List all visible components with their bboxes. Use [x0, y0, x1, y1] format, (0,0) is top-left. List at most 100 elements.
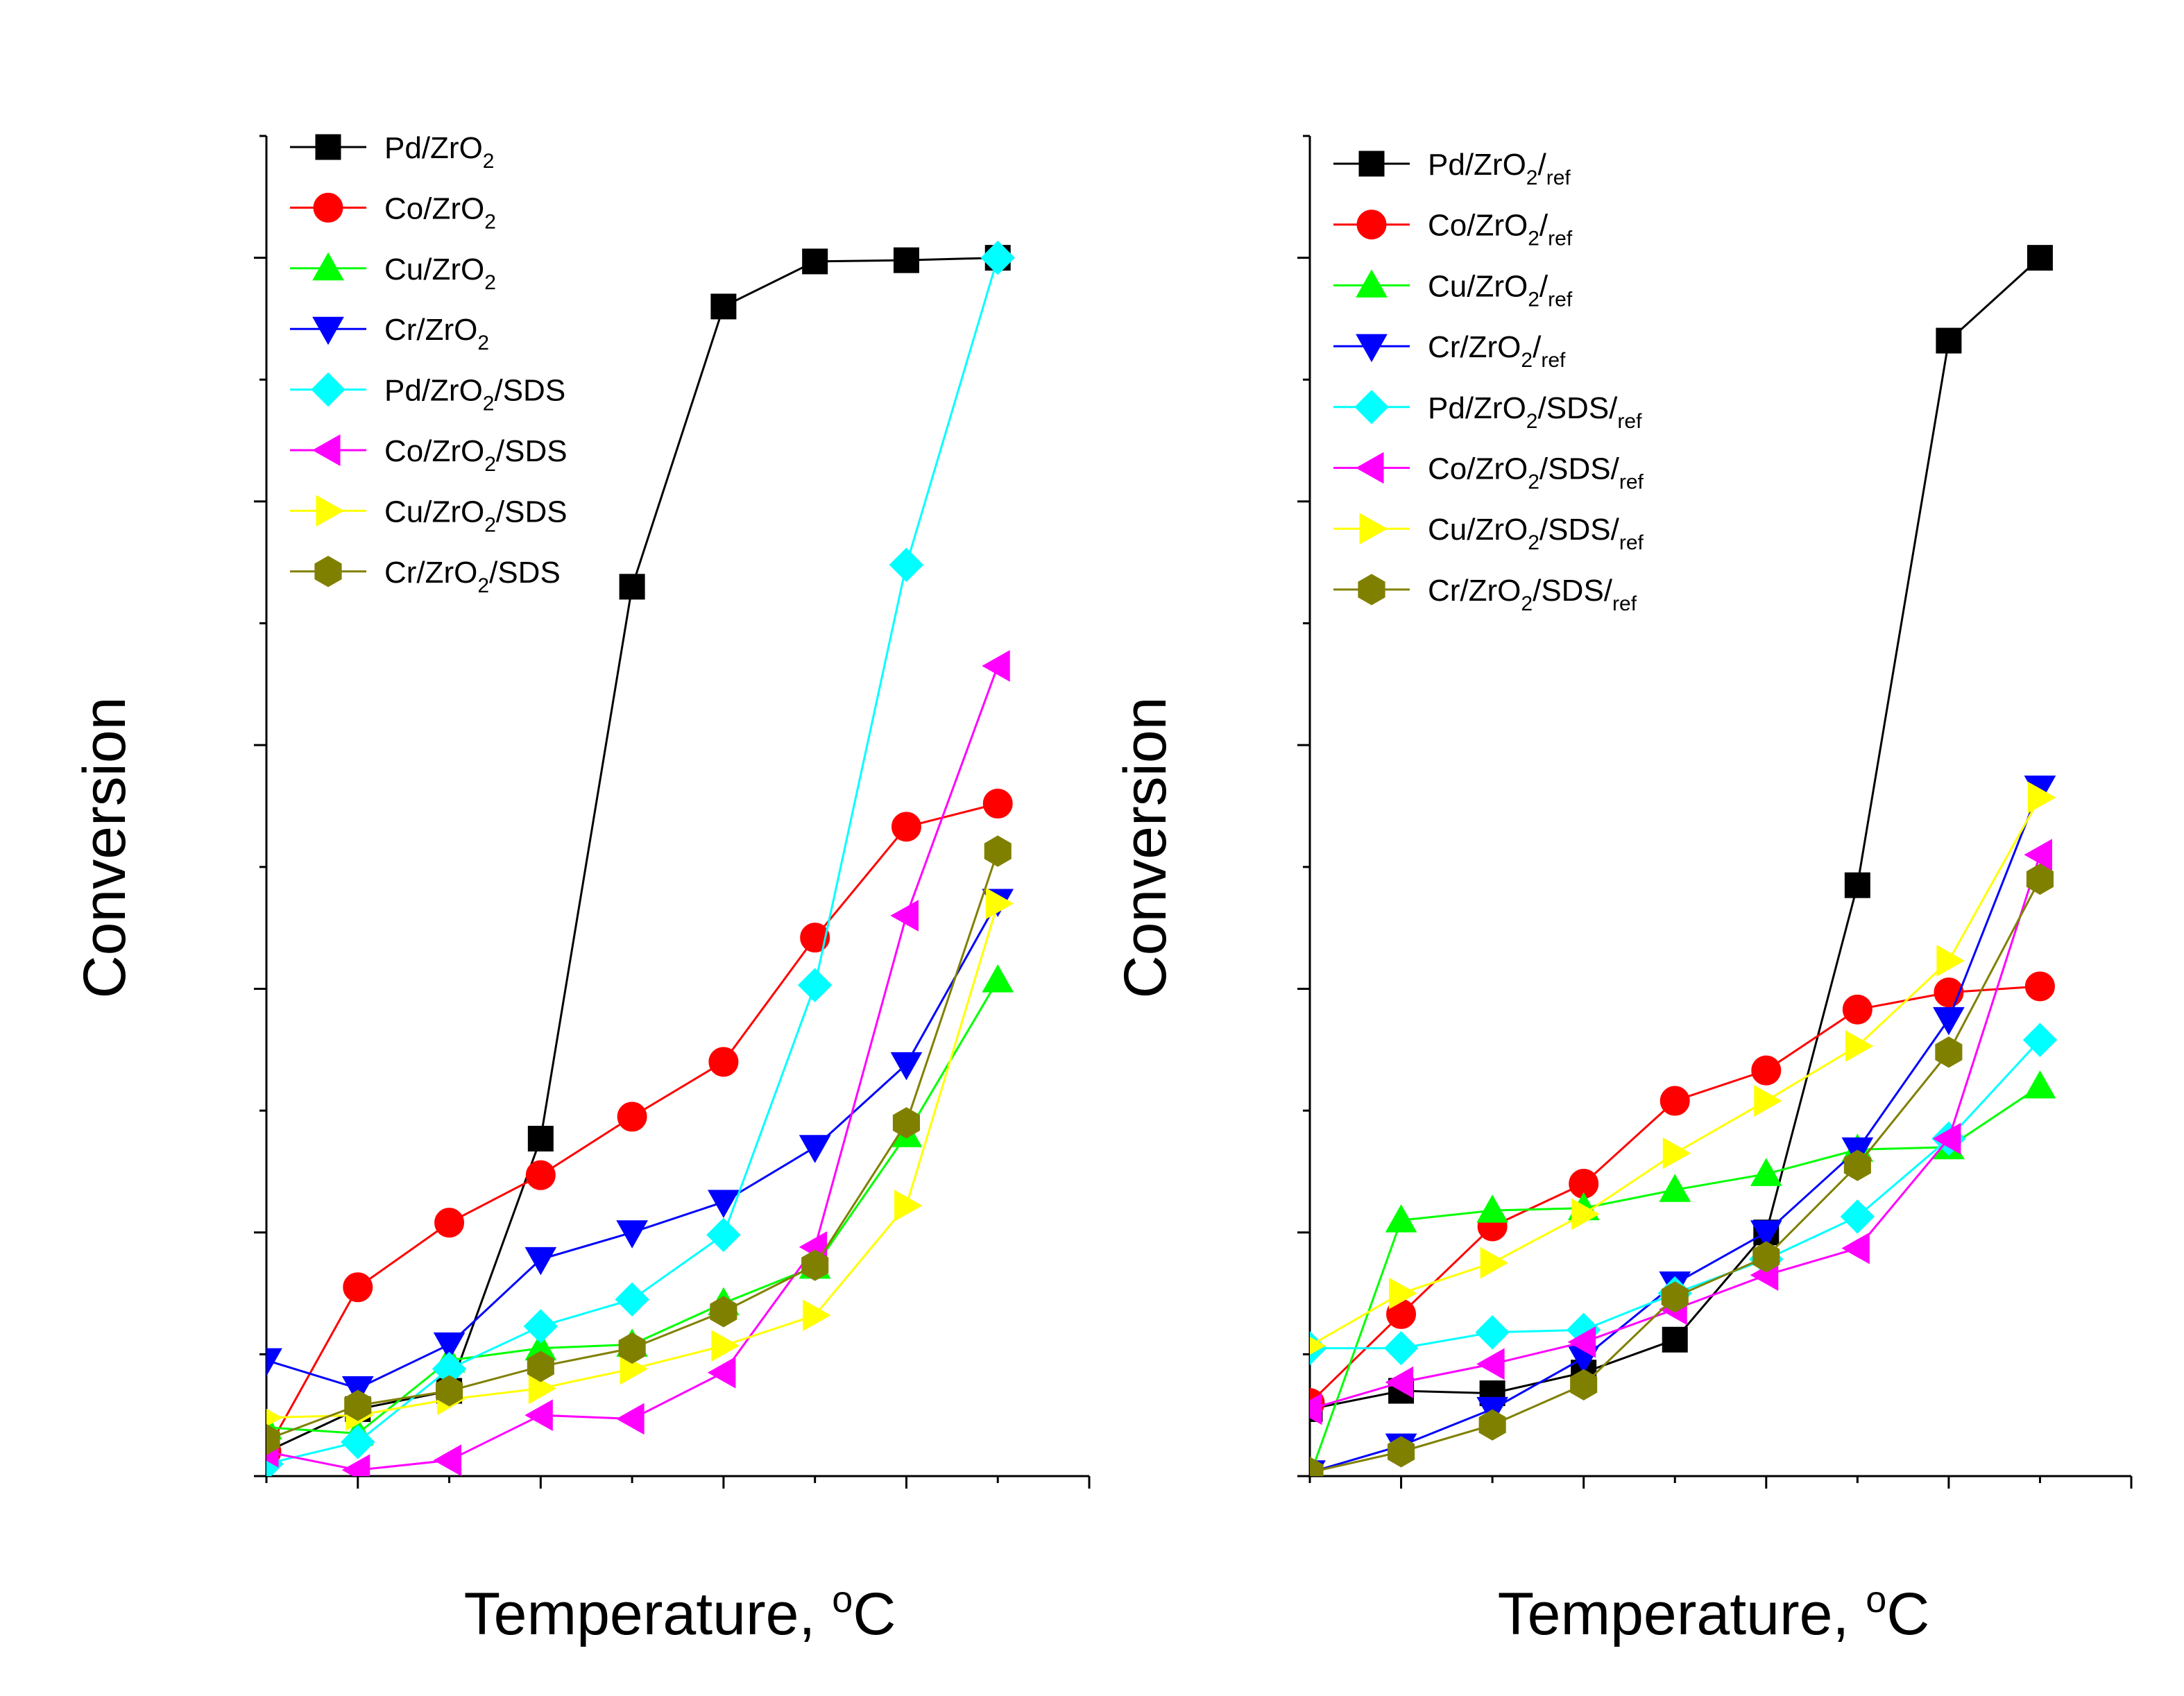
data-point [707, 1356, 736, 1389]
data-point [982, 650, 1010, 682]
legend-marker [312, 252, 344, 281]
data-point [434, 1208, 465, 1238]
data-point [800, 923, 830, 953]
legend-marker [312, 316, 344, 345]
data-point [343, 1272, 373, 1303]
data-point [1385, 1204, 1417, 1233]
data-point [1388, 1436, 1415, 1468]
data-point [893, 247, 919, 273]
data-point [616, 1403, 645, 1435]
data-point [1660, 1086, 1690, 1116]
data-point [1843, 1149, 1871, 1181]
legend-label: Co/ZrO2/SDS [384, 434, 568, 476]
legend: Pd/ZrO2 Co/ZrO2 Cu/ZrO2 Cr/ZrO2 Pd/ZrO2/SDS C… [290, 131, 568, 597]
series-line [1310, 854, 2041, 1410]
data-point [525, 1160, 556, 1190]
data-point [2024, 971, 2055, 1002]
data-point [1480, 1247, 1509, 1279]
data-point [1310, 1393, 1322, 1425]
data-point [890, 900, 919, 932]
data-point [617, 1102, 647, 1132]
data-point [616, 1220, 648, 1249]
data-point [1752, 1241, 1780, 1273]
data-point [341, 1454, 370, 1476]
legend: Pd/ZrO2/ref Co/ZrO2/ref Cu/ZrO2/ref Cr/ZrO2… [1333, 148, 1644, 615]
data-point [2024, 1070, 2056, 1099]
y-axis-label: Conversion [71, 697, 138, 999]
legend-label: Co/ZrO2/ref [1428, 209, 1573, 250]
panel-b: Temperature, oC Conversion Pd/ZrO2/ref Co/Z… [1112, 135, 2133, 1647]
data-point [985, 887, 1014, 920]
data-point [1662, 1137, 1691, 1170]
data-point [1310, 1457, 1324, 1476]
data-point [1841, 1232, 1870, 1265]
legend-marker [311, 372, 345, 407]
data-point [1936, 327, 1962, 354]
data-point [1478, 1409, 1506, 1441]
data-point [527, 1125, 554, 1151]
legend-marker [1356, 334, 1388, 363]
data-point [1751, 1055, 1782, 1086]
data-point [1936, 945, 1965, 977]
data-point [2022, 1022, 2058, 1057]
series-line [1310, 257, 2041, 1410]
data-point [341, 1425, 375, 1459]
legend-label: Co/ZrO2 [384, 191, 496, 233]
legend-label: Co/ZrO2/SDS/ref [1428, 452, 1644, 494]
legend-marker [1354, 390, 1389, 425]
legend-entry: Co/ZrO2 [290, 191, 496, 233]
series-1 [1310, 971, 2055, 1419]
data-point [619, 574, 645, 600]
legend-label: Cr/ZrO2 [384, 313, 489, 354]
axes [1308, 136, 2131, 1477]
panel-a: Temperature, oC Conversion Pd/ZrO2 Co/ZrO2 C… [71, 131, 1091, 1647]
data-point [1750, 1220, 1782, 1249]
legend-label: Pd/ZrO2/SDS [384, 374, 565, 416]
data-point [1661, 1281, 1689, 1313]
data-point [433, 1332, 466, 1361]
legend-label: Pd/ZrO2 [384, 131, 494, 173]
legend-label: Pd/ZrO2/ref [1428, 148, 1571, 189]
data-point [1662, 1326, 1688, 1353]
y-ticks [1297, 135, 1310, 1477]
data-point [708, 1190, 740, 1218]
legend-marker [1355, 452, 1384, 484]
series-5 [266, 650, 1010, 1476]
legend-marker [315, 134, 341, 160]
data-point [524, 1247, 557, 1276]
series-7 [266, 835, 1012, 1455]
legend-entry: Cu/ZrO2/ref [1333, 269, 1573, 311]
data-point [2024, 839, 2052, 871]
data-point [524, 1399, 553, 1432]
data-point [706, 1217, 741, 1252]
data-point [1570, 1369, 1598, 1401]
data-point [527, 1351, 554, 1382]
x-ticks [265, 1476, 1091, 1489]
series-line [1310, 787, 2041, 1474]
data-point [1933, 1007, 1965, 1036]
data-point [1932, 1122, 1961, 1155]
data-point [980, 240, 1015, 275]
legend-entry: Cr/ZrO2 [290, 313, 489, 354]
x-axis-label: Temperature, oC [1498, 1579, 1930, 1647]
axes [265, 136, 1089, 1477]
legend-label: Cr/ZrO2/SDS/ref [1428, 574, 1637, 615]
data-point [892, 1107, 920, 1139]
legend-entry: Cr/ZrO2/SDS/ref [1333, 574, 1637, 615]
legend-entry: Cu/ZrO2/SDS/ref [1333, 513, 1644, 554]
data-point [1659, 1174, 1691, 1202]
legend-marker [314, 556, 342, 588]
data-point [615, 1282, 649, 1317]
x-axis-label: Temperature, oC [464, 1579, 896, 1647]
data-point [344, 1389, 372, 1421]
data-point [894, 1190, 923, 1222]
data-point [1845, 1030, 1874, 1062]
data-point [1842, 994, 1872, 1025]
data-point [1310, 1337, 1326, 1355]
legend-marker [312, 434, 341, 466]
legend-marker [1356, 269, 1388, 298]
legend-entry: Pd/ZrO2 [290, 131, 494, 173]
legend-entry: Pd/ZrO2/SDS [290, 372, 565, 416]
data-point [1571, 1198, 1600, 1231]
